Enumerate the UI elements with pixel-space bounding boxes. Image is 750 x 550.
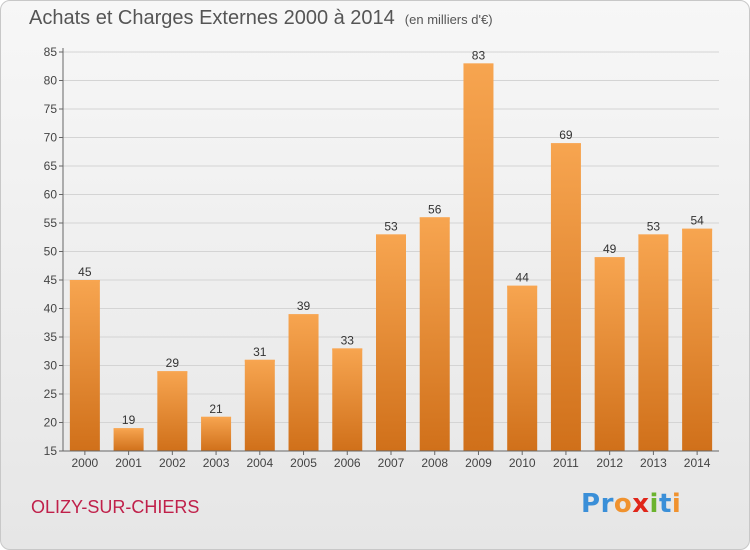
- bar-top-edge: [332, 348, 363, 351]
- data-label-2013: 53: [647, 219, 661, 233]
- x-tick-label-2013: 2013: [640, 456, 667, 470]
- bar-top-edge: [288, 314, 319, 317]
- y-tick-label: 70: [44, 131, 58, 145]
- y-tick-label: 60: [44, 188, 58, 202]
- y-tick-label: 35: [44, 330, 58, 344]
- y-tick-label: 75: [44, 102, 58, 116]
- x-tick-label-2014: 2014: [684, 456, 711, 470]
- bars: [69, 63, 713, 452]
- bar-2004: [244, 359, 275, 451]
- bar-2011: [550, 143, 581, 451]
- data-label-2011: 69: [559, 128, 573, 142]
- y-tick-label: 55: [44, 216, 58, 230]
- y-tick-label: 25: [44, 387, 58, 401]
- proxiti-logo[interactable]: Proxiti: [581, 489, 681, 519]
- bar-top-edge: [69, 280, 100, 282]
- logo-letter: i: [649, 489, 659, 519]
- bar-top-edge: [113, 428, 144, 431]
- data-label-2003: 21: [209, 402, 223, 416]
- bar-2008: [419, 217, 450, 451]
- x-tick-label-2012: 2012: [596, 456, 623, 470]
- data-label-2000: 45: [78, 265, 92, 279]
- bar-2013: [638, 234, 669, 451]
- bar-2014: [682, 228, 713, 451]
- bar-2000: [69, 280, 100, 451]
- data-label-2012: 49: [603, 242, 617, 256]
- y-tick-label: 45: [44, 273, 58, 287]
- data-label-2006: 33: [341, 333, 355, 347]
- bar-2005: [288, 314, 319, 451]
- x-tick-label-2007: 2007: [378, 456, 405, 470]
- bar-top-edge: [376, 234, 406, 237]
- axes: [59, 48, 719, 455]
- x-tick-label-2009: 2009: [465, 456, 492, 470]
- y-tick-label: 40: [44, 302, 58, 316]
- x-tick-label-2011: 2011: [553, 456, 579, 470]
- logo-letter: x: [632, 489, 650, 519]
- x-tick-label-2002: 2002: [159, 456, 186, 470]
- bar-top-edge: [507, 285, 538, 288]
- y-tick-label: 30: [44, 359, 58, 373]
- y-tick-label: 20: [44, 416, 58, 430]
- data-label-2010: 44: [516, 271, 530, 285]
- bar-2006: [332, 348, 363, 451]
- bar-top-edge: [463, 63, 494, 66]
- x-tick-label-2008: 2008: [421, 456, 448, 470]
- x-tick-label-2010: 2010: [509, 456, 536, 470]
- data-label-2004: 31: [253, 345, 267, 359]
- bar-top-edge: [244, 359, 275, 362]
- bar-2009: [463, 63, 494, 452]
- y-tick-label: 85: [44, 45, 58, 59]
- labels: 15 20 25 30 35 40 45 50 55 60 65 70 75 80 85 45 2000 19 20…: [44, 45, 711, 470]
- logo-letter: r: [600, 489, 614, 519]
- data-label-2007: 53: [384, 219, 398, 233]
- x-tick-label-2006: 2006: [334, 456, 361, 470]
- data-label-2008: 56: [428, 202, 442, 216]
- bar-top-edge: [550, 143, 581, 146]
- logo-letter: P: [581, 489, 601, 519]
- bar-top-edge: [419, 217, 450, 220]
- x-tick-label-2003: 2003: [203, 456, 230, 470]
- y-tick-label: 65: [44, 159, 58, 173]
- city-name: OLIZY-SUR-CHIERS: [31, 497, 200, 517]
- bar-2002: [157, 371, 188, 451]
- bar-2001: [113, 428, 144, 451]
- data-label-2009: 83: [472, 48, 486, 62]
- bar-2003: [201, 416, 232, 451]
- data-label-2014: 54: [690, 214, 704, 228]
- y-tick-label: 50: [44, 245, 58, 259]
- y-tick-label: 80: [44, 74, 58, 88]
- logo-letter: t: [658, 489, 672, 519]
- y-tick-label: 15: [44, 444, 58, 458]
- logo-letter: o: [613, 489, 633, 519]
- data-label-2005: 39: [297, 299, 311, 313]
- x-tick-label-2004: 2004: [246, 456, 273, 470]
- chart-unit: (en milliers d'€): [404, 12, 493, 27]
- data-label-2001: 19: [122, 413, 136, 427]
- bar-top-edge: [638, 234, 669, 237]
- chart-title-text: Achats et Charges Externes 2000 à 2014: [29, 7, 395, 29]
- x-tick-label-2000: 2000: [72, 456, 99, 470]
- bar-top-edge: [201, 416, 232, 419]
- x-tick-label-2005: 2005: [290, 456, 317, 470]
- bar-top-edge: [594, 257, 625, 260]
- bar-2007: [376, 234, 406, 451]
- bar-2010: [507, 285, 538, 451]
- bar-top-edge: [682, 228, 713, 231]
- x-tick-label-2001: 2001: [115, 456, 142, 470]
- bar-top-edge: [157, 371, 188, 374]
- data-label-2002: 29: [166, 356, 180, 370]
- chart-title: Achats et Charges Externes 2000 à 2014 (e…: [29, 7, 493, 30]
- logo-letter: i: [671, 489, 682, 519]
- bar-2012: [594, 257, 625, 451]
